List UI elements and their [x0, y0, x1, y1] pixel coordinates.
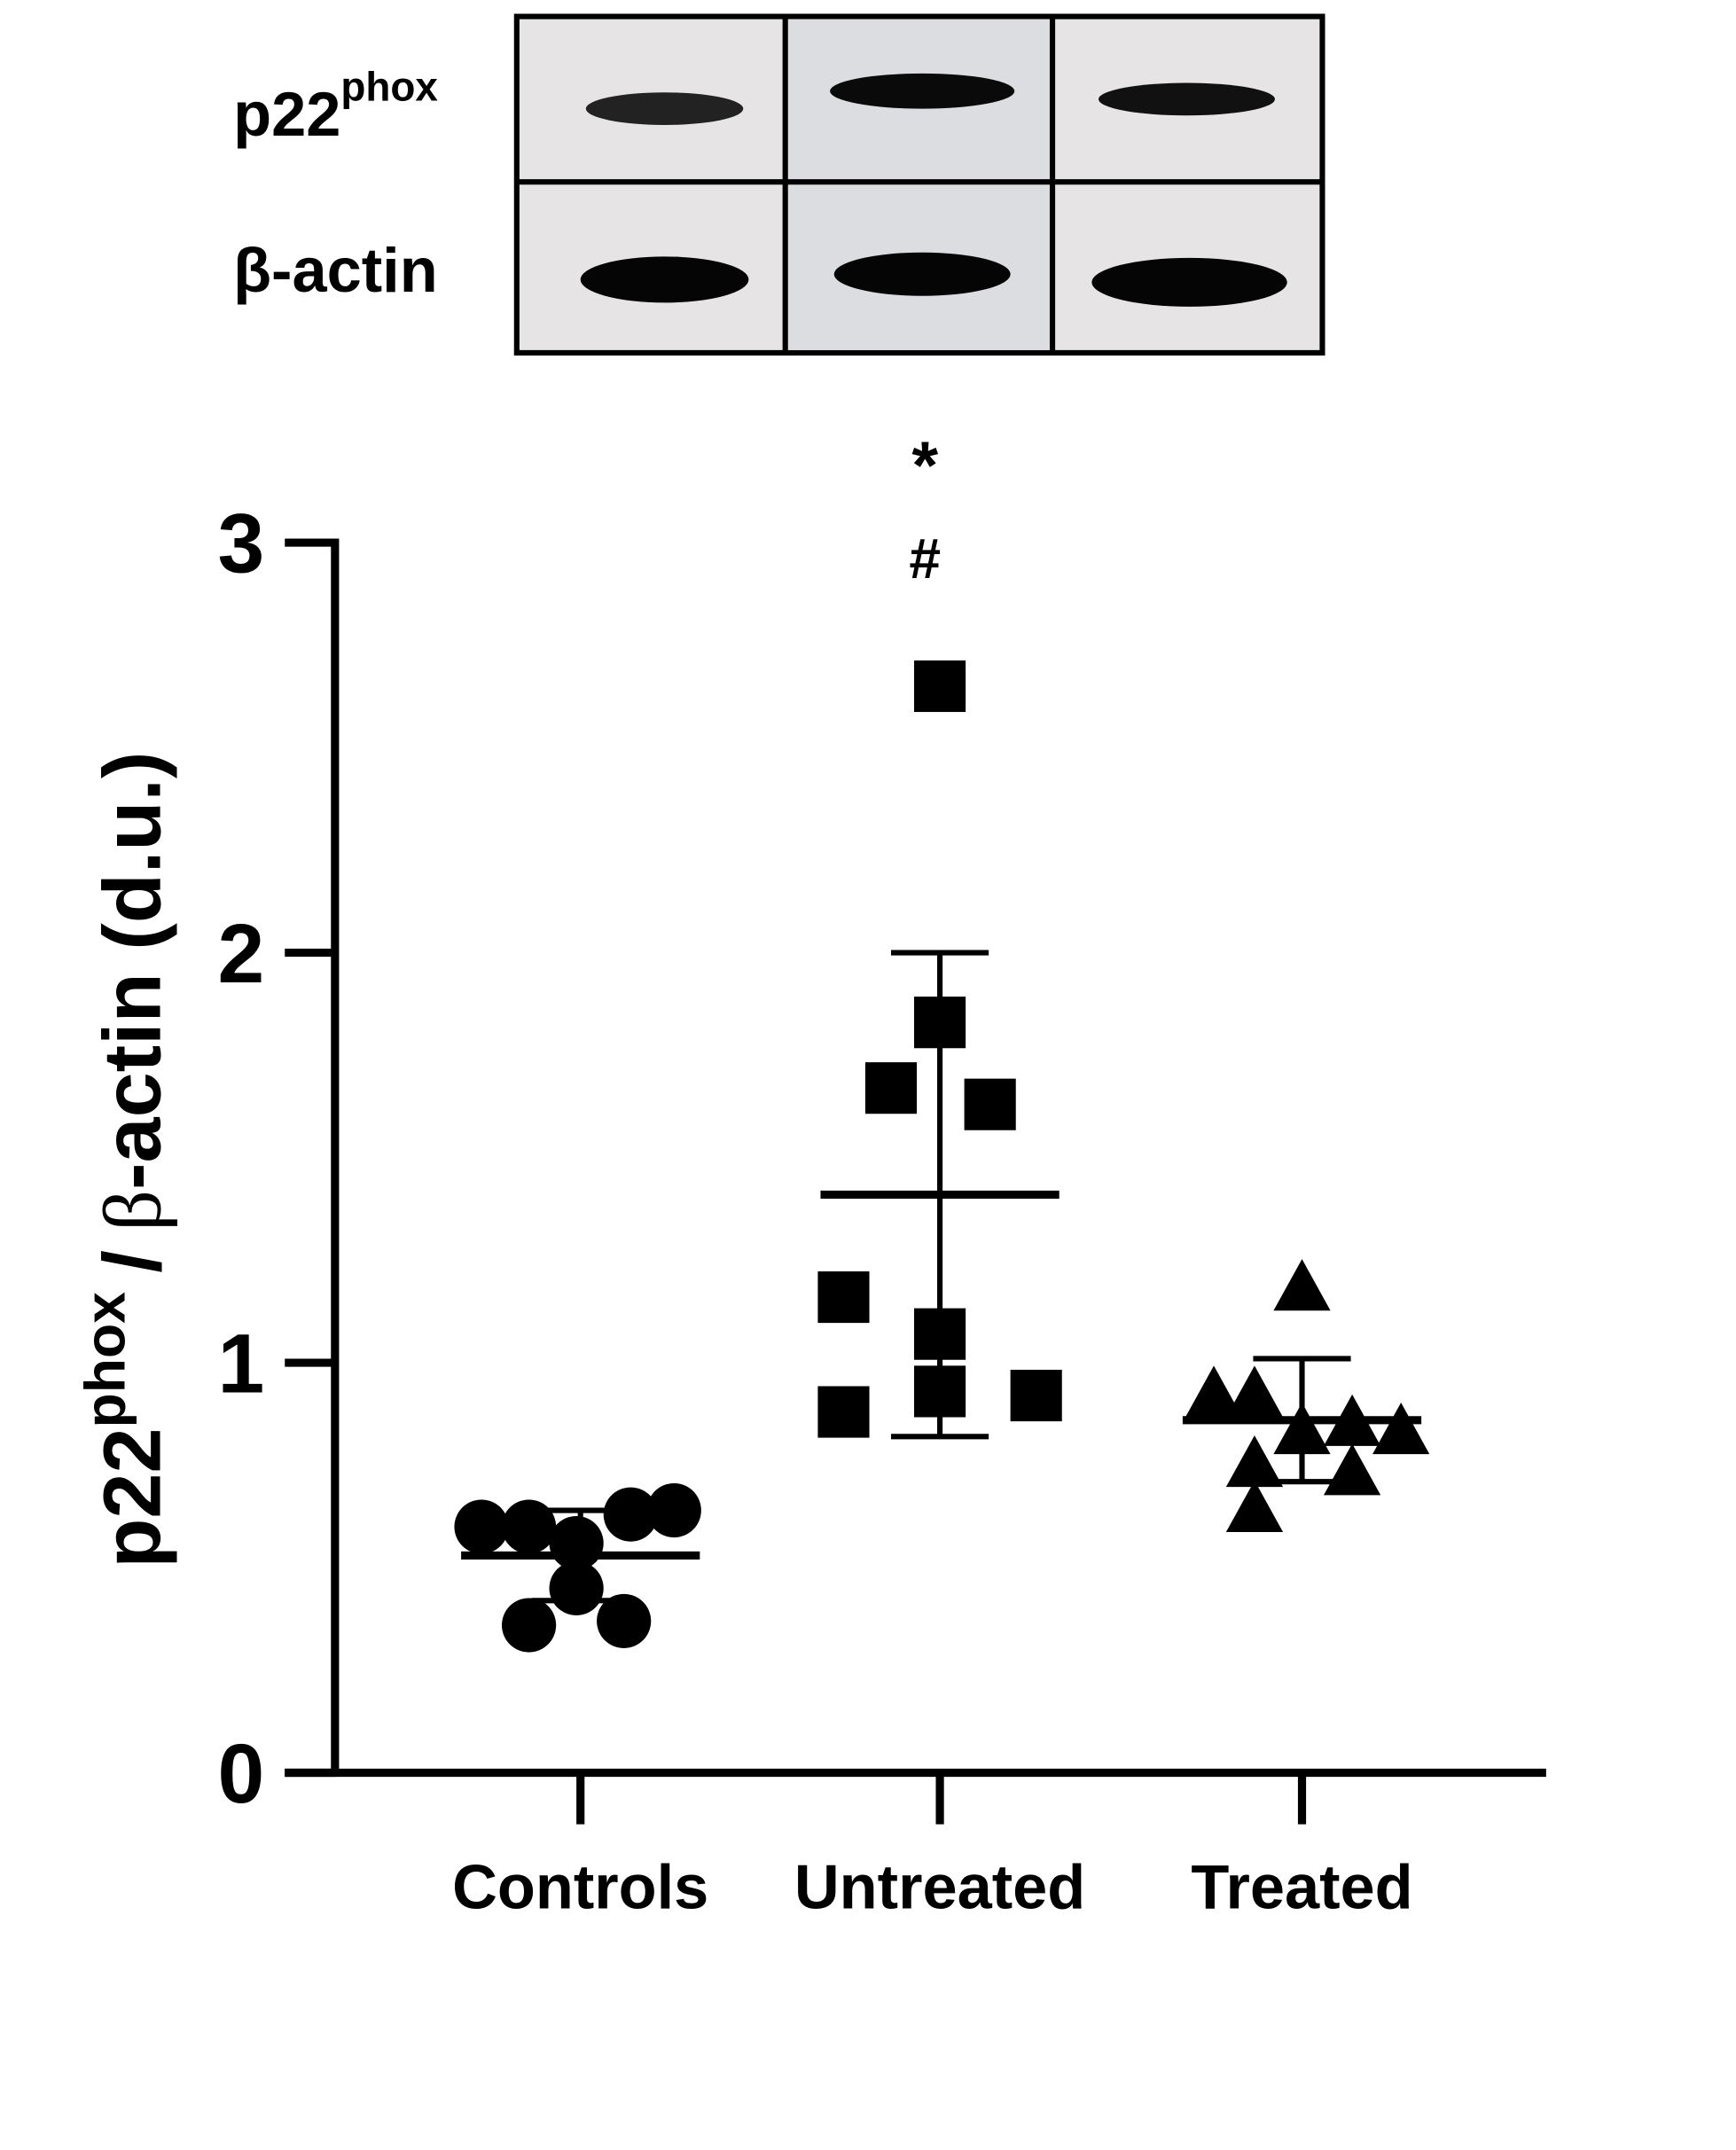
- y-axis-label: p22phox / β-actin (d.u.): [74, 752, 178, 1568]
- point: [501, 1499, 557, 1554]
- point: [914, 660, 966, 713]
- point: [501, 1598, 557, 1653]
- y-label-part: β: [88, 1190, 178, 1231]
- point: [817, 1270, 870, 1324]
- point: [597, 1593, 652, 1649]
- point: [1225, 1480, 1284, 1533]
- blot-label-sup: phox: [340, 63, 438, 109]
- blot-band: [833, 252, 1011, 296]
- blot-label-text: p22: [233, 79, 340, 149]
- point: [1372, 1403, 1430, 1455]
- blot-band: [585, 92, 744, 125]
- point: [1185, 1365, 1243, 1418]
- y-tick-label: 2: [218, 907, 265, 1001]
- blot-label: p22phox: [233, 63, 438, 149]
- y-label-part: -actin (d.u.): [88, 752, 178, 1190]
- point: [964, 1078, 1016, 1130]
- point: [1225, 1435, 1284, 1488]
- blot-band: [830, 73, 1015, 109]
- point: [603, 1487, 658, 1542]
- x-tick-label: Untreated: [794, 1851, 1085, 1921]
- y-tick-label: 3: [218, 497, 265, 591]
- point: [1273, 1259, 1331, 1311]
- blot-band: [580, 256, 749, 303]
- y-label-part: /: [88, 1250, 178, 1273]
- point: [646, 1482, 701, 1538]
- point: [454, 1499, 509, 1554]
- point: [1323, 1443, 1381, 1496]
- y-tick-label: 0: [218, 1727, 265, 1821]
- y-tick-label: 1: [218, 1317, 265, 1411]
- y-label-part: p22: [88, 1427, 178, 1568]
- y-label-sup: phox: [74, 1292, 137, 1428]
- x-tick-label: Controls: [452, 1851, 708, 1921]
- annotation: *: [911, 428, 938, 504]
- annotation: #: [909, 527, 941, 590]
- blot-band: [1099, 82, 1275, 116]
- western-blot: p22phox β-actin: [233, 13, 1325, 356]
- point: [549, 1560, 604, 1616]
- point: [864, 1062, 918, 1114]
- x-tick-label: Treated: [1191, 1851, 1412, 1921]
- point: [1010, 1369, 1062, 1422]
- point: [1225, 1365, 1284, 1418]
- point: [817, 1386, 870, 1438]
- blot-label: β-actin: [233, 235, 438, 305]
- blot-band: [1091, 257, 1287, 307]
